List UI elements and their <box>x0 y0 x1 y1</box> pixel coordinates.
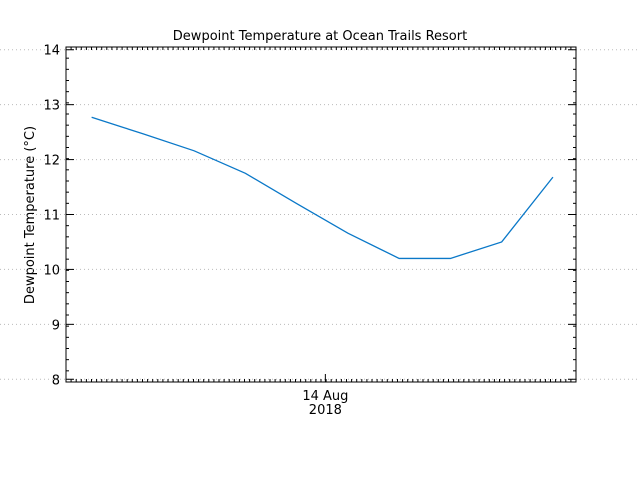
y-tick-label: 9 <box>52 318 60 333</box>
chart-title: Dewpoint Temperature at Ocean Trails Res… <box>173 29 467 44</box>
data-line <box>91 116 554 260</box>
y-tick-label: 10 <box>43 263 60 278</box>
y-axis-label: Dewpoint Temperature (°C) <box>23 126 38 304</box>
y-tick-label: 12 <box>43 154 60 169</box>
y-tick-label: 8 <box>52 373 60 388</box>
y-tick-label: 11 <box>43 209 60 224</box>
y-tick-label: 13 <box>43 99 60 114</box>
plot-frame <box>65 46 577 383</box>
x-tick-label: 14 Aug 2018 <box>302 389 349 418</box>
y-tick-label: 14 <box>43 44 60 59</box>
